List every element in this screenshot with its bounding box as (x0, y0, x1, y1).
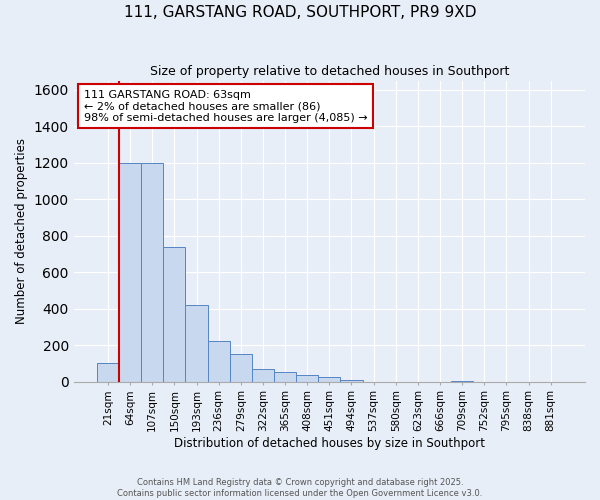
Bar (296, 376, 318, 382)
Title: Size of property relative to detached houses in Southport: Size of property relative to detached ho… (149, 65, 509, 78)
Y-axis label: Number of detached properties: Number of detached properties (15, 138, 28, 324)
Bar (141, 162, 163, 382)
Bar (318, 377, 340, 382)
X-axis label: Distribution of detached houses by size in Southport: Distribution of detached houses by size … (174, 437, 485, 450)
Bar (230, 354, 252, 382)
Bar (451, 381, 473, 382)
Text: 111, GARSTANG ROAD, SOUTHPORT, PR9 9XD: 111, GARSTANG ROAD, SOUTHPORT, PR9 9XD (124, 5, 476, 20)
Bar (252, 369, 274, 382)
Bar (163, 246, 185, 382)
Bar (340, 380, 362, 382)
Text: 111 GARSTANG ROAD: 63sqm
← 2% of detached houses are smaller (86)
98% of semi-de: 111 GARSTANG ROAD: 63sqm ← 2% of detache… (84, 90, 368, 123)
Bar (208, 340, 230, 382)
Bar (119, 162, 141, 382)
Bar (97, 364, 119, 382)
Bar (274, 372, 296, 382)
Bar (185, 305, 208, 382)
Text: Contains HM Land Registry data © Crown copyright and database right 2025.
Contai: Contains HM Land Registry data © Crown c… (118, 478, 482, 498)
